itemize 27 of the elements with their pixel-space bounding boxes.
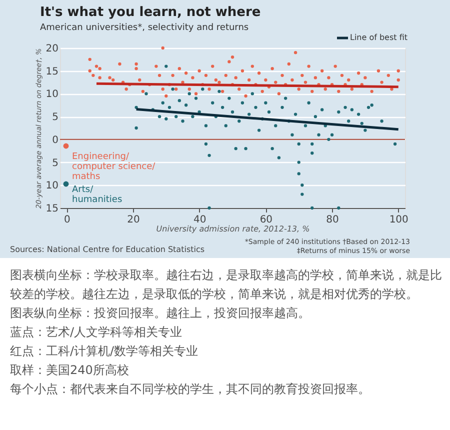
text: 每个小点：都代表来自不同学校的学生，其不同的教育投资回报率。	[10, 382, 370, 396]
source-note: Sources: National Centre for Education Statistics	[10, 245, 205, 254]
text: 蓝点：艺术/人文学科等相关专业	[10, 325, 182, 339]
text: 红点：工科/计算机/数学等相关专业	[10, 344, 198, 358]
text: 取样：美国240所高校	[10, 363, 129, 377]
y-tick-label: 5	[52, 112, 58, 124]
y-tick-label: 10	[46, 89, 58, 100]
y-tick-label: 10	[46, 180, 58, 192]
x-tick-label: 80	[326, 214, 339, 226]
y-tick-label: 5	[52, 158, 58, 169]
y-tick-label: 20	[46, 44, 58, 54]
y-tick-label: 15	[46, 204, 58, 214]
chart-title: It's what you learn, not where	[40, 5, 261, 20]
text: 图表横向坐标：学校录取率。越往右边，是录取率越高的学校，简单来说，就是比较差的学校。越往左边，是录取低的学校，简单来说，就是相对优秀的学校。	[10, 268, 442, 301]
legend-label: Arts/humanities	[72, 185, 122, 205]
x-tick-label: 40	[193, 214, 206, 226]
text: 图表纵向坐标：投资回报率。越往上，投资回报率越高。	[10, 306, 310, 320]
x-axis-title: University admission rate, 2012-13, %	[156, 224, 310, 234]
legend-label: Engineering/computer science/maths	[72, 152, 156, 182]
x-tick-label: 100	[389, 214, 408, 226]
chart-subtitle: American universities*, selectivity and returns	[40, 23, 249, 33]
y-tick-label: 0	[52, 134, 58, 146]
y-tick-label: 15	[46, 66, 58, 78]
x-tick-label: 0	[64, 214, 70, 226]
x-tick-label: 60	[260, 214, 273, 226]
text: Line of best fit	[350, 33, 408, 42]
x-tick-label: 20	[127, 214, 140, 226]
